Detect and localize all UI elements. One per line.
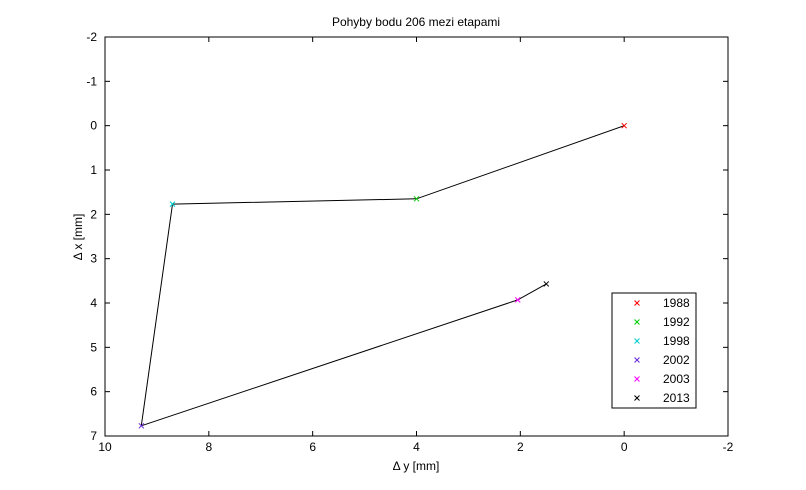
legend-marker-2003 bbox=[634, 376, 640, 382]
legend-marker-1992 bbox=[634, 319, 640, 325]
x-axis: 10 8 6 4 2 0 -2 bbox=[98, 37, 734, 454]
x-tick-label: 0 bbox=[621, 440, 628, 454]
legend-label: 2013 bbox=[663, 391, 690, 405]
x-tick-label: 2 bbox=[517, 440, 524, 454]
legend-marker-2013 bbox=[634, 395, 640, 401]
legend-label: 1988 bbox=[663, 296, 690, 310]
y-tick-label: -2 bbox=[86, 30, 97, 44]
data-point-1992 bbox=[413, 195, 420, 202]
legend: 1988 1992 1998 2002 2003 2013 bbox=[611, 292, 697, 409]
data-point-2003 bbox=[514, 297, 521, 303]
legend-marker-1988 bbox=[634, 300, 640, 306]
y-tick-label: 4 bbox=[90, 296, 97, 310]
y-tick-label: 5 bbox=[90, 340, 97, 354]
y-tick-label: -1 bbox=[86, 74, 97, 88]
y-tick-label: 1 bbox=[90, 163, 97, 177]
x-tick-label: 10 bbox=[98, 440, 112, 454]
data-point-2002 bbox=[138, 422, 145, 429]
y-tick-label: 7 bbox=[90, 429, 97, 443]
x-axis-label: Δ y [mm] bbox=[393, 459, 440, 473]
x-tick-label: 8 bbox=[205, 440, 212, 454]
y-axis: -2 -1 0 1 2 3 4 5 6 7 bbox=[86, 30, 728, 443]
y-tick-label: 3 bbox=[90, 252, 97, 266]
x-tick-label: 6 bbox=[309, 440, 316, 454]
data-point-1998 bbox=[169, 201, 176, 207]
x-tick-label: -2 bbox=[723, 440, 734, 454]
y-tick-label: 6 bbox=[90, 385, 97, 399]
legend-box bbox=[611, 292, 697, 409]
legend-label: 2003 bbox=[663, 372, 690, 386]
legend-label: 1998 bbox=[663, 334, 690, 348]
legend-marker-1998 bbox=[634, 338, 640, 344]
x-tick-label: 4 bbox=[413, 440, 420, 454]
chart-title: Pohyby bodu 206 mezi etapami bbox=[332, 15, 500, 29]
data-point-2013 bbox=[543, 281, 550, 287]
legend-label: 2002 bbox=[663, 353, 690, 367]
data-point-1988 bbox=[621, 122, 628, 129]
y-tick-label: 0 bbox=[90, 119, 97, 133]
y-axis-label: Δ x [mm] bbox=[71, 214, 85, 261]
legend-label: 1992 bbox=[663, 315, 690, 329]
data-markers bbox=[138, 122, 628, 429]
y-tick-label: 2 bbox=[90, 207, 97, 221]
movement-path-line bbox=[140, 125, 625, 427]
legend-marker-2002 bbox=[634, 357, 640, 363]
